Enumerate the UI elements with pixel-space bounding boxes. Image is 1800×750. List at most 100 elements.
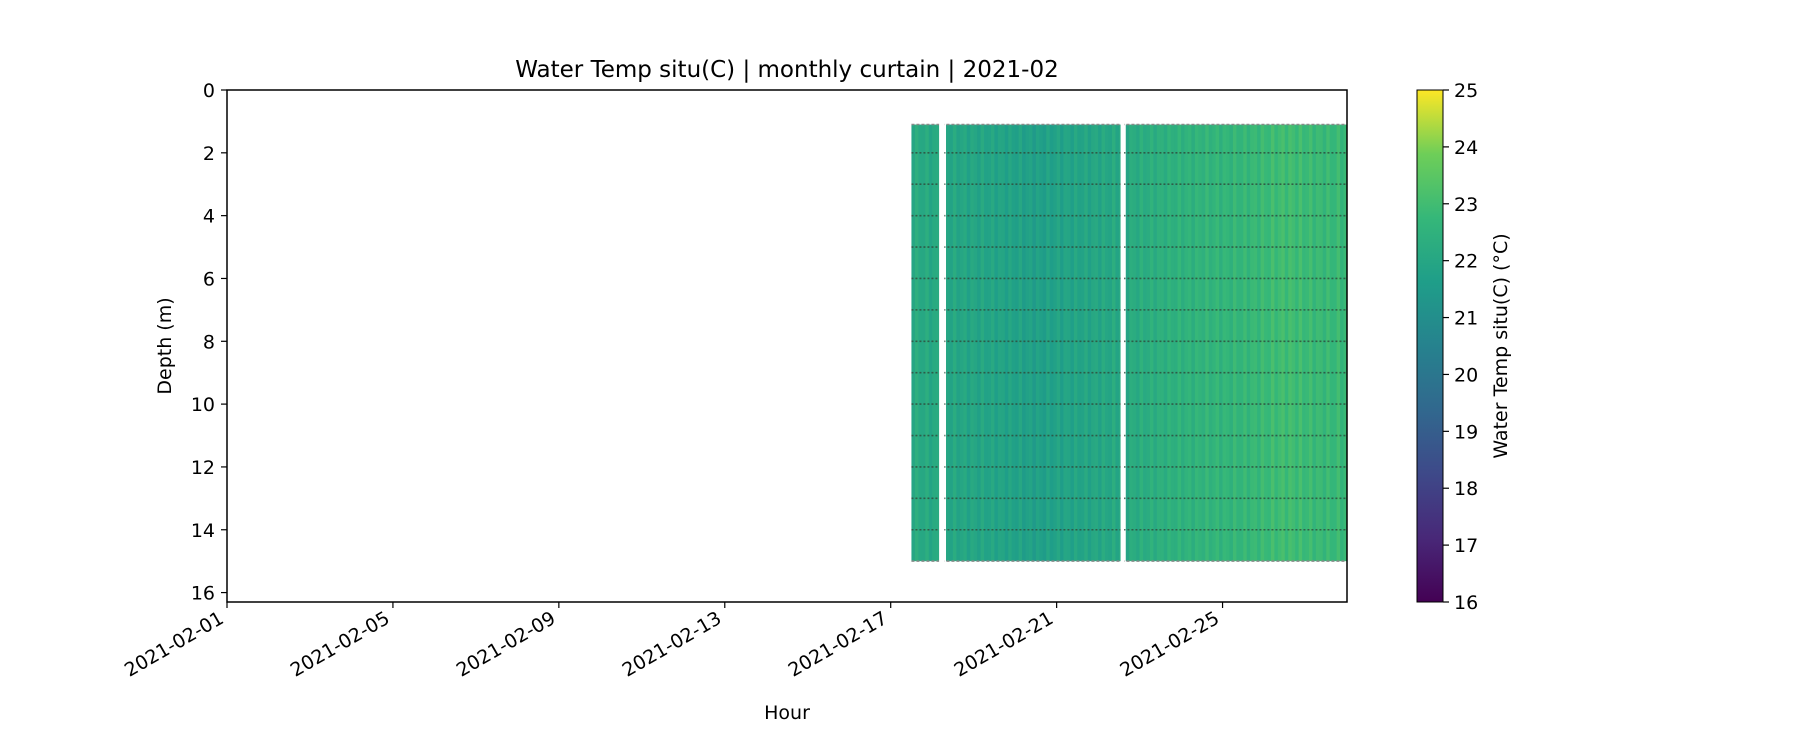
colorbar-tick-label: 19 bbox=[1454, 421, 1478, 443]
heatmap-cell bbox=[1049, 124, 1054, 562]
heatmap-cell bbox=[1111, 124, 1116, 562]
heatmap-cell bbox=[1312, 124, 1317, 562]
data-gap bbox=[1120, 90, 1125, 602]
colorbar-tick-label: 24 bbox=[1454, 137, 1478, 159]
heatmap-cell bbox=[1298, 124, 1303, 562]
heatmap-cell bbox=[949, 124, 954, 562]
heatmap-cell bbox=[1156, 124, 1161, 562]
y-tick-label: 10 bbox=[191, 394, 215, 416]
heatmap-cell bbox=[1319, 124, 1324, 562]
heatmap-cell bbox=[1084, 124, 1089, 562]
heatmap-cell bbox=[1143, 124, 1147, 562]
heatmap-cell bbox=[977, 124, 981, 562]
heatmap-cell bbox=[1187, 124, 1192, 562]
heatmap-cell bbox=[1056, 124, 1061, 562]
heatmap-cell bbox=[987, 124, 992, 562]
colorbar-tick-label: 22 bbox=[1454, 251, 1478, 273]
heatmap-cell bbox=[911, 124, 916, 562]
heatmap-cell bbox=[1032, 124, 1037, 562]
heatmap-cell bbox=[1136, 124, 1140, 562]
x-tick-label: 2021-02-21 bbox=[951, 607, 1058, 681]
heatmap-cell bbox=[946, 124, 950, 562]
heatmap-cell bbox=[1167, 124, 1172, 562]
heatmap-cell bbox=[932, 124, 937, 562]
heatmap-cell bbox=[1035, 124, 1040, 562]
heatmap-cell bbox=[1274, 124, 1279, 562]
heatmap-cell bbox=[1080, 124, 1085, 562]
heatmap-cell bbox=[1308, 124, 1313, 562]
heatmap-cell bbox=[1267, 124, 1272, 562]
x-tick-label: 2021-02-13 bbox=[619, 607, 726, 681]
heatmap-cell bbox=[1191, 124, 1196, 562]
plot-frame bbox=[226, 89, 1348, 603]
y-tick-label: 14 bbox=[191, 520, 215, 542]
colorbar-tick-label: 21 bbox=[1454, 308, 1478, 330]
heatmap-cell bbox=[963, 124, 968, 562]
heatmap-cell bbox=[921, 124, 926, 562]
heatmap-cell bbox=[1042, 124, 1047, 562]
data-gap bbox=[939, 90, 945, 602]
heatmap-cell bbox=[990, 124, 995, 562]
heatmap-cell bbox=[1077, 124, 1082, 562]
heatmap-cell bbox=[1229, 124, 1234, 562]
y-tick-label: 8 bbox=[203, 331, 215, 353]
heatmap-cell bbox=[1115, 124, 1120, 562]
heatmap-cell bbox=[1129, 124, 1134, 562]
heatmap-cell bbox=[1001, 124, 1006, 562]
heatmap-cell bbox=[1181, 124, 1185, 562]
heatmap-cell bbox=[1094, 124, 1099, 562]
x-tick-label: 2021-02-17 bbox=[785, 607, 892, 681]
heatmap-cell bbox=[1226, 124, 1230, 562]
heatmap-cell bbox=[1246, 124, 1251, 562]
y-tick-label: 12 bbox=[191, 457, 215, 479]
heatmap-cell bbox=[1340, 124, 1344, 562]
colorbar-tick-label: 18 bbox=[1454, 478, 1478, 500]
heatmap-cell bbox=[1236, 124, 1241, 562]
heatmap-cell bbox=[1073, 124, 1078, 562]
heatmap-cell bbox=[973, 124, 978, 562]
heatmap-cell bbox=[1046, 124, 1051, 562]
heatmap-cell bbox=[935, 124, 940, 562]
heatmap-cell bbox=[1305, 124, 1310, 562]
heatmap-cell bbox=[1219, 124, 1223, 562]
heatmap-cell bbox=[1284, 124, 1289, 562]
x-tick-label: 2021-02-25 bbox=[1116, 607, 1223, 681]
heatmap-cell bbox=[1101, 124, 1106, 562]
heatmap-cell bbox=[1198, 124, 1203, 562]
heatmap-cell bbox=[997, 124, 1002, 562]
heatmap-cell bbox=[1060, 124, 1064, 562]
heatmap-cell bbox=[1222, 124, 1227, 562]
heatmap-cell bbox=[1270, 124, 1275, 562]
heatmap-cell bbox=[1163, 124, 1168, 562]
heatmap-cell bbox=[1011, 124, 1016, 562]
heatmap-cell bbox=[1125, 124, 1130, 562]
heatmap-cell bbox=[1239, 124, 1244, 562]
heatmap-cell bbox=[1160, 124, 1165, 562]
y-axis-label: Depth (m) bbox=[154, 297, 176, 394]
heatmap-cell bbox=[1091, 124, 1096, 562]
heatmap-cell bbox=[1105, 124, 1109, 562]
heatmap-cell bbox=[1257, 124, 1261, 562]
x-axis-label: Hour bbox=[764, 702, 810, 724]
heatmap-cell bbox=[1184, 124, 1189, 562]
heatmap-cell bbox=[1243, 124, 1248, 562]
heatmap-cell bbox=[1022, 124, 1026, 562]
y-tick-label: 6 bbox=[203, 268, 215, 290]
heatmap-cell bbox=[928, 124, 933, 562]
chart-title: Water Temp situ(C) | monthly curtain | 2… bbox=[515, 57, 1058, 83]
heatmap-cell bbox=[956, 124, 961, 562]
heatmap-cell bbox=[1170, 124, 1175, 562]
heatmap-cell bbox=[925, 124, 930, 562]
heatmap-cell bbox=[1260, 124, 1265, 562]
y-tick-label: 2 bbox=[203, 143, 215, 165]
heatmap-cell bbox=[1295, 124, 1300, 562]
heatmap-cell bbox=[984, 124, 988, 562]
heatmap-cell bbox=[966, 124, 971, 562]
heatmap-cell bbox=[1288, 124, 1293, 562]
heatmap-cell bbox=[1108, 124, 1113, 562]
colorbar-tick-label: 16 bbox=[1454, 592, 1478, 614]
heatmap-cell bbox=[1139, 124, 1144, 562]
heatmap-cell bbox=[1302, 124, 1306, 562]
x-tick-label: 2021-02-09 bbox=[453, 607, 560, 681]
heatmap-cell bbox=[1087, 124, 1092, 562]
